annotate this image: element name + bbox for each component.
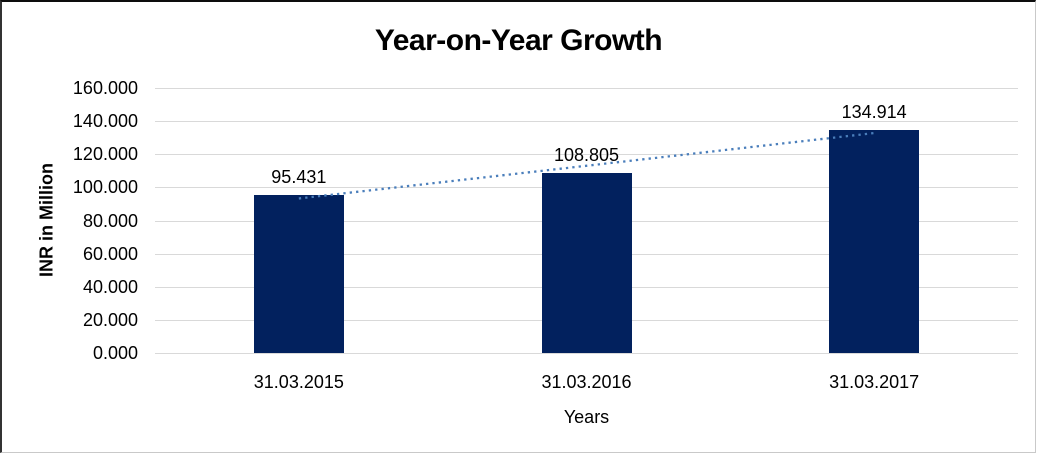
y-tick-label: 60.000 (82, 243, 138, 264)
trendline (298, 131, 875, 200)
x-tick-label: 31.03.2016 (541, 372, 632, 392)
plot-area: 95.431 108.805 134.914 (155, 88, 1018, 354)
gridline (155, 121, 1018, 123)
gridline (155, 88, 1018, 89)
y-tick-label: 160.000 (72, 78, 138, 98)
bar-value-label: 134.914 (841, 101, 907, 122)
y-tick-label: 0.000 (92, 343, 138, 363)
gridline (155, 353, 1018, 354)
bar (829, 129, 920, 353)
y-tick-label: 80.000 (82, 210, 138, 231)
y-tick-label: 100.000 (72, 177, 138, 198)
bar (541, 172, 632, 353)
bar (253, 194, 344, 353)
gridline (155, 154, 1018, 156)
chart-title: Year-on-Year Growth (374, 24, 663, 57)
y-tick-label: 40.000 (82, 276, 138, 297)
x-tick-label: 31.03.2015 (253, 372, 344, 392)
y-tick-label: 140.000 (72, 111, 138, 132)
x-axis-title: Years (563, 407, 610, 427)
bar-value-label: 108.805 (553, 144, 620, 165)
bar-value-label: 95.431 (271, 166, 327, 187)
y-tick-label: 120.000 (72, 144, 138, 165)
y-tick-label: 20.000 (82, 309, 138, 330)
x-tick-label: 31.03.2017 (829, 372, 920, 392)
